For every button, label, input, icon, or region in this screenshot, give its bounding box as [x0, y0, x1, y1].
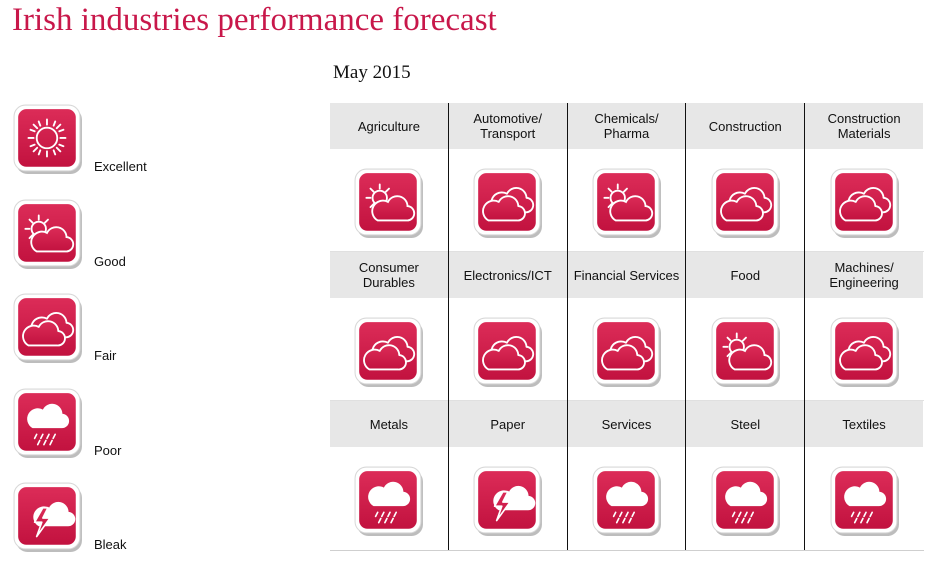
weather-icon: [591, 316, 663, 388]
weather-icon: [353, 167, 425, 239]
industry-name: Steel: [686, 401, 805, 447]
weather-icon: [710, 316, 782, 388]
weather-icon: [472, 465, 544, 537]
industry-name: Construction Materials: [805, 103, 923, 149]
weather-icon: [353, 465, 425, 537]
industry-name: Automotive/ Transport: [448, 103, 567, 149]
industry-grid: Agriculture Automotive/ Transport Chemical…: [330, 103, 924, 551]
legend-label: Poor: [94, 442, 122, 458]
weather-icon: [472, 167, 544, 239]
industry-name: Services: [567, 401, 686, 447]
industry-name: Chemicals/ Pharma: [567, 103, 686, 149]
weather-icon: [829, 316, 901, 388]
industry-name: Metals: [330, 401, 448, 447]
legend-label: Bleak: [94, 537, 127, 552]
weather-icon: [12, 481, 84, 553]
weather-icon: [591, 167, 663, 239]
legend-label: Good: [94, 253, 126, 269]
industry-name: Food: [686, 252, 805, 298]
weather-icon: [591, 465, 663, 537]
weather-icon: [472, 316, 544, 388]
industry-name: Textiles: [805, 401, 923, 447]
weather-icon: [829, 465, 901, 537]
row-divider: [330, 251, 924, 252]
weather-icon: [353, 316, 425, 388]
industry-name: Financial Services: [567, 252, 686, 298]
row-divider: [330, 400, 924, 401]
date: May 2015: [333, 62, 411, 83]
legend: Excellent Good Fair Poor Bleak: [0, 0, 300, 570]
weather-icon: [12, 387, 84, 459]
title: Irish industries performance forecast: [12, 2, 497, 38]
weather-icon: [12, 198, 84, 270]
weather-icon: [12, 292, 84, 364]
column-divider: [447, 103, 449, 550]
industry-name: Electronics/ICT: [448, 252, 567, 298]
column-divider: [566, 103, 568, 550]
industry-name: Machines/ Engineering: [805, 252, 923, 298]
weather-icon: [710, 465, 782, 537]
industry-name: Agriculture: [330, 103, 448, 149]
weather-icon: [12, 103, 84, 175]
industry-name: Consumer Durables: [330, 252, 448, 298]
industry-name: Paper: [448, 401, 567, 447]
legend-label: Excellent: [94, 159, 147, 174]
legend-label: Fair: [94, 348, 117, 363]
column-divider: [685, 103, 687, 550]
industry-name: Construction: [686, 103, 805, 149]
weather-icon: [710, 167, 782, 239]
column-divider: [804, 103, 806, 550]
weather-icon: [829, 167, 901, 239]
